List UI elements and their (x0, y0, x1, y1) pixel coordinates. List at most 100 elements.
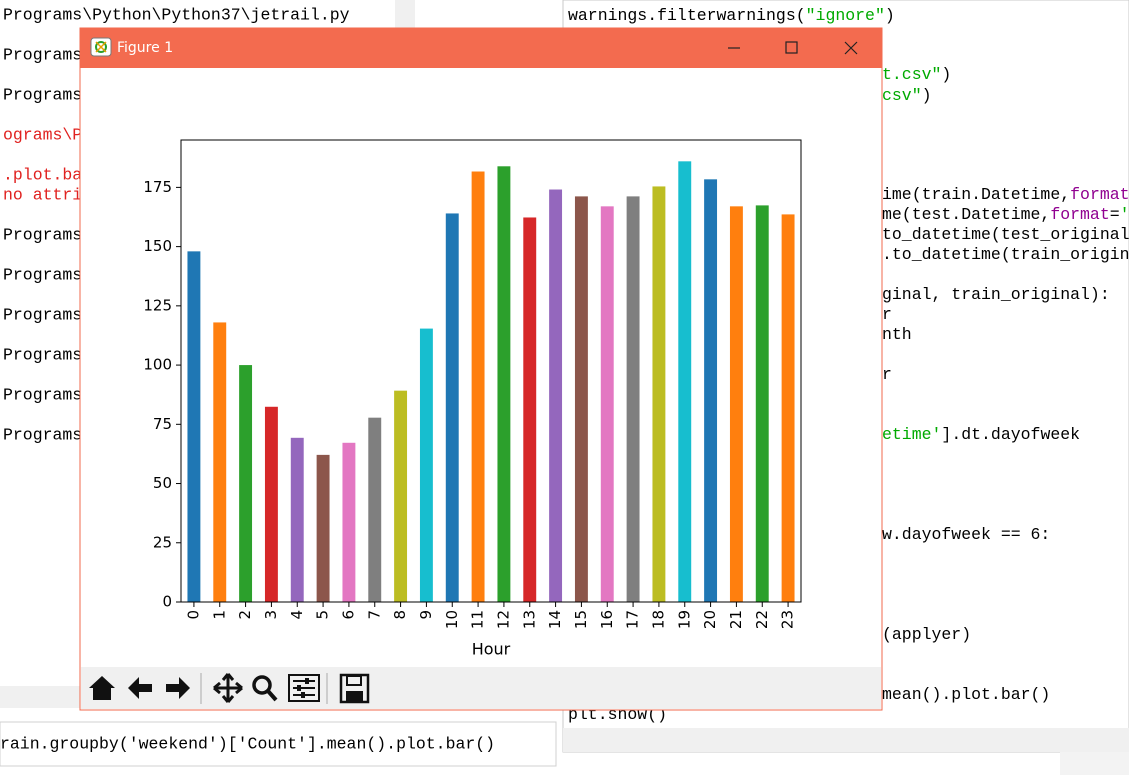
bar (781, 214, 795, 602)
y-tick-label: 75 (153, 415, 172, 433)
back-button[interactable] (128, 677, 152, 699)
editor-text: warnings.filterwarnings("ignore")plt.sho… (568, 6, 1129, 724)
configure-button[interactable] (288, 674, 320, 702)
corner (1060, 752, 1129, 775)
axes-frame (180, 139, 802, 603)
bar (264, 406, 278, 602)
x-tick-label: 23 (779, 610, 797, 629)
shell-line: Programs (3, 385, 82, 404)
bar (239, 365, 253, 602)
bar (755, 205, 769, 603)
x-tick-label: 3 (262, 610, 280, 620)
maximize-button[interactable] (785, 41, 798, 54)
forward-button[interactable] (166, 677, 190, 699)
editor-line: nth (882, 325, 912, 344)
pan-button[interactable] (213, 673, 243, 703)
bar (704, 179, 718, 602)
zoom-button[interactable] (252, 675, 278, 702)
x-tick-label: 16 (598, 610, 616, 629)
editor-line: r (882, 365, 892, 384)
bar (445, 213, 459, 602)
bar (342, 442, 356, 602)
editor-line: mean().plot.bar() (882, 685, 1050, 704)
code-token: w.dayofweek == 6: (882, 525, 1050, 544)
y-tick-label: 25 (153, 533, 172, 551)
shell-line: Programs (3, 345, 82, 364)
code-token: ginal, train_original): (882, 285, 1110, 304)
x-tick-label: 20 (701, 610, 719, 629)
close-button[interactable] (844, 41, 858, 55)
shell-line: Programs (3, 85, 82, 104)
code-token: r (882, 305, 892, 324)
x-tick-label: 9 (417, 610, 435, 620)
shell-line: Programs (3, 265, 82, 284)
title-bar (80, 28, 882, 68)
bar (626, 196, 640, 602)
shell-line: Programs (3, 305, 82, 324)
code-token: .to_datetime(train_origin (882, 245, 1129, 264)
x-tick-label: 17 (624, 610, 642, 629)
editor-line: t.csv") (882, 65, 951, 84)
bar (600, 206, 614, 603)
shell-line: .plot.ba (3, 165, 82, 184)
shell-line: Programs (3, 225, 82, 244)
app-icon (90, 37, 112, 57)
editor-line: warnings.filterwarnings("ignore") (568, 6, 895, 25)
y-tick-label: 0 (162, 593, 172, 611)
x-tick-label: 14 (546, 610, 564, 629)
code-token: format (1070, 185, 1129, 204)
shell-line: Programs\Python\Python37\jetrail.py (3, 5, 350, 24)
bar (652, 186, 666, 602)
bar (574, 196, 588, 602)
x-tick-label: 0 (184, 610, 202, 620)
code-token: ' (1120, 205, 1129, 224)
x-tick-label: 11 (469, 610, 487, 629)
x-tick-label: 1 (210, 610, 228, 620)
x-tick-label: 5 (314, 610, 332, 620)
y-tick-label: 175 (143, 178, 172, 196)
editor-line: ime(train.Datetime,format (882, 185, 1129, 204)
code-token: etime' (882, 425, 941, 444)
y-tick-label: 150 (143, 237, 172, 255)
code-token: r (882, 365, 892, 384)
code-token: ].dt.dayofweek (941, 425, 1080, 444)
editor-line: me(test.Datetime,format=' (882, 205, 1129, 224)
code-token: ) (885, 6, 895, 25)
bar (368, 417, 382, 602)
prompt-text: rain.groupby('weekend')['Count'].mean().… (0, 734, 495, 753)
code-token: me(test.Datetime, (882, 205, 1050, 224)
prompt-box (0, 721, 557, 767)
x-tick-label: 12 (494, 610, 512, 629)
x-tick-label: 13 (520, 610, 538, 629)
code-token: format (1050, 205, 1109, 224)
bar (316, 454, 330, 602)
code-token: (applyer) (882, 625, 971, 644)
bar (290, 437, 304, 602)
code-token: ) (922, 86, 932, 105)
bar (213, 322, 227, 602)
bar (471, 171, 485, 602)
bar (419, 328, 433, 602)
shell-line: no attri (3, 185, 82, 204)
code-token: warnings.filterwarnings( (568, 6, 806, 25)
editor-line: etime'].dt.dayofweek (882, 425, 1080, 444)
editor-line: to_datetime(test_original (882, 225, 1129, 244)
x-tick-label: 19 (675, 610, 693, 629)
x-tick-label: 10 (443, 610, 461, 629)
code-token: "ignore" (806, 6, 885, 25)
shell-line: Programs (3, 425, 82, 444)
x-tick-label: 18 (649, 610, 667, 629)
x-tick-label: 22 (753, 610, 771, 629)
home-button[interactable] (89, 676, 115, 700)
x-tick-label: 2 (236, 610, 254, 620)
editor-line: w.dayofweek == 6: (882, 525, 1050, 544)
code-token: nth (882, 325, 912, 344)
bar (729, 206, 743, 603)
save-button[interactable] (339, 673, 370, 704)
window-title: Figure 1 (117, 40, 173, 56)
bar (678, 161, 692, 603)
bar (497, 166, 511, 602)
x-tick-label: 8 (391, 610, 409, 620)
